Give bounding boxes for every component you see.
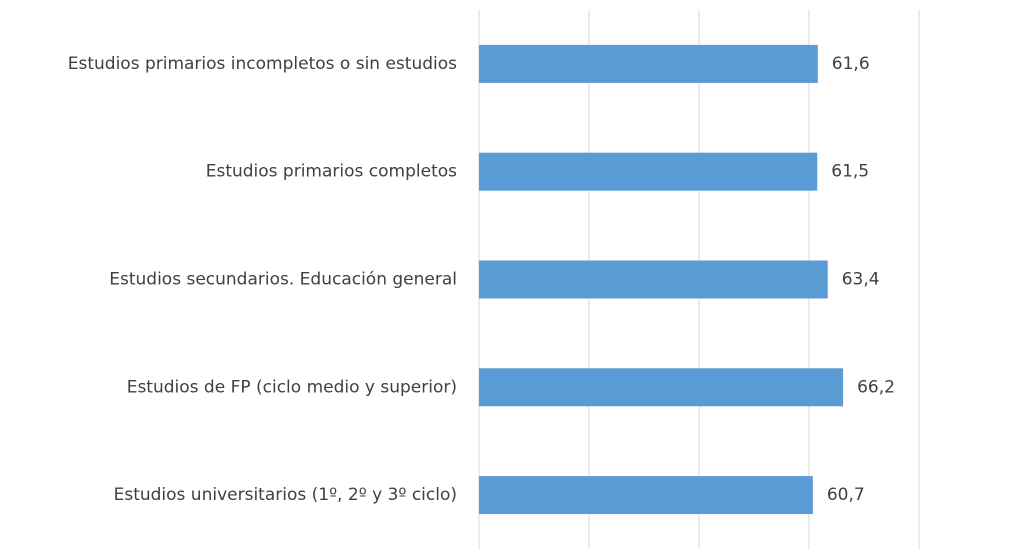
category-label: Estudios secundarios. Educación general: [109, 270, 457, 290]
value-label: 61,6: [832, 54, 870, 74]
category-label: Estudios universitarios (1º, 2º y 3º cic…: [114, 485, 457, 505]
category-label: Estudios de FP (ciclo medio y superior): [127, 377, 457, 397]
category-label: Estudios primarios completos: [206, 162, 457, 182]
value-label: 60,7: [827, 485, 865, 505]
bar: [479, 260, 828, 299]
bar: [479, 44, 818, 83]
value-label: 66,2: [857, 377, 895, 397]
category-label: Estudios primarios incompletos o sin est…: [68, 54, 457, 74]
bar: [479, 368, 844, 407]
value-label: 61,5: [831, 162, 869, 182]
bar: [479, 152, 818, 191]
bar: [479, 476, 813, 515]
value-label: 63,4: [842, 270, 880, 290]
